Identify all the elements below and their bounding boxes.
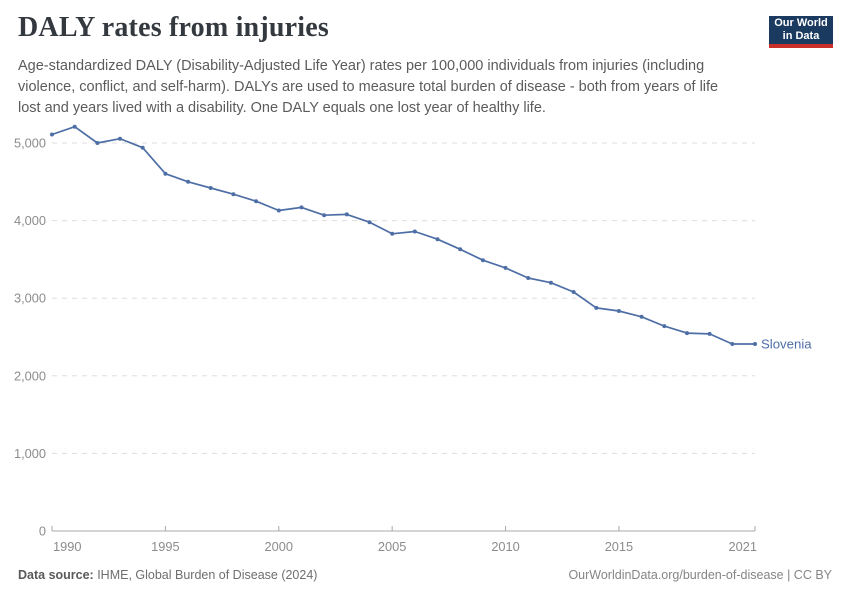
data-point bbox=[322, 213, 327, 218]
y-tick-label: 3,000 bbox=[14, 291, 46, 306]
data-point bbox=[480, 258, 485, 263]
data-point bbox=[435, 237, 440, 242]
chart-subtitle: Age-standardized DALY (Disability-Adjust… bbox=[18, 58, 719, 116]
x-tick-label: 1990 bbox=[53, 539, 81, 554]
data-point bbox=[231, 192, 236, 197]
data-point bbox=[50, 132, 54, 137]
data-point bbox=[254, 199, 259, 204]
owid-logo-line2: in Data bbox=[782, 30, 820, 42]
data-point bbox=[503, 265, 508, 270]
data-point bbox=[118, 136, 122, 141]
y-tick-label: 0 bbox=[39, 524, 46, 539]
data-point bbox=[616, 309, 621, 313]
data-point bbox=[72, 124, 77, 129]
owid-logo-stripe bbox=[769, 44, 833, 48]
y-tick-label: 1,000 bbox=[14, 446, 46, 461]
series-end-label: Slovenia bbox=[761, 336, 812, 351]
owid-logo[interactable]: Our World in Data bbox=[769, 16, 833, 48]
data-point bbox=[639, 314, 644, 319]
data-point bbox=[163, 171, 168, 176]
owid-logo-line1: Our World bbox=[774, 17, 828, 29]
data-point bbox=[367, 220, 372, 225]
data-point bbox=[707, 331, 712, 336]
x-tick-label: 2015 bbox=[605, 539, 633, 554]
data-source-note: Data source: IHME, Global Burden of Dise… bbox=[18, 568, 317, 582]
owid-logo-box: Our World in Data bbox=[769, 16, 833, 44]
data-point bbox=[685, 331, 689, 336]
data-point bbox=[662, 324, 667, 329]
x-tick-label: 2000 bbox=[265, 539, 293, 554]
data-point bbox=[208, 186, 213, 190]
data-point bbox=[571, 290, 576, 294]
data-point bbox=[526, 276, 531, 280]
y-tick-label: 4,000 bbox=[14, 213, 46, 228]
license-note[interactable]: OurWorldinData.org/burden-of-disease | C… bbox=[568, 568, 832, 582]
chart-footer: Data source: IHME, Global Burden of Dise… bbox=[18, 568, 832, 582]
data-point bbox=[412, 229, 417, 234]
data-point bbox=[299, 205, 304, 210]
y-tick-label: 2,000 bbox=[14, 368, 46, 383]
series-line-slovenia bbox=[51, 125, 756, 345]
data-source-label: Data source: bbox=[18, 568, 94, 582]
x-tick-label: 2010 bbox=[491, 539, 519, 554]
x-tick-label: 2005 bbox=[378, 539, 406, 554]
data-source-text: IHME, Global Burden of Disease (2024) bbox=[93, 568, 318, 582]
data-point bbox=[390, 231, 395, 236]
data-point bbox=[344, 212, 349, 217]
data-point bbox=[458, 247, 463, 252]
x-tick-label: 1995 bbox=[151, 539, 179, 554]
data-point bbox=[186, 179, 191, 184]
data-point bbox=[753, 342, 757, 346]
data-point bbox=[594, 305, 599, 310]
data-point bbox=[730, 342, 735, 346]
data-point bbox=[95, 141, 100, 145]
data-point bbox=[548, 280, 553, 285]
y-tick-label: 5,000 bbox=[14, 136, 46, 151]
x-tick-label: 2021 bbox=[729, 539, 757, 554]
data-point bbox=[276, 208, 281, 213]
page-title: DALY rates from injuries bbox=[18, 12, 329, 43]
data-point bbox=[140, 145, 145, 150]
